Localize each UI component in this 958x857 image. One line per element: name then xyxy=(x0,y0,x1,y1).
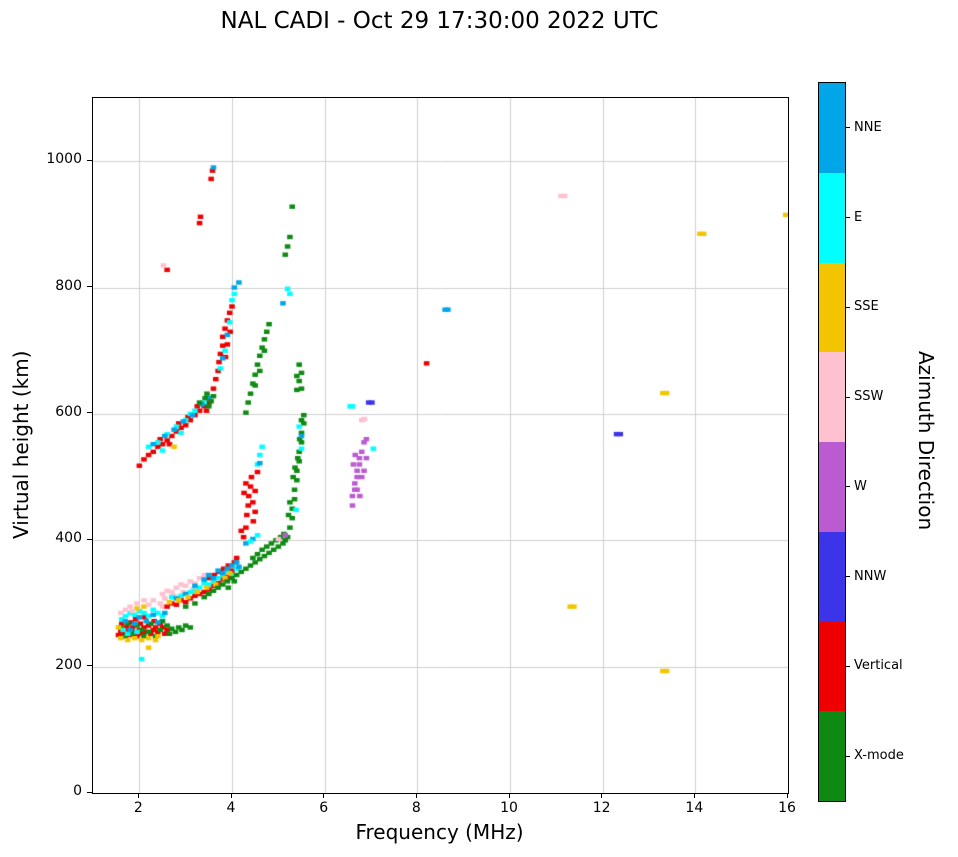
x-tick-label: 12 xyxy=(592,800,611,816)
colorbar-segment-nnw xyxy=(819,531,845,622)
x-tick-label: 16 xyxy=(778,800,796,816)
colorbar-category-label: NNW xyxy=(854,568,887,584)
colorbar-segment-vertical xyxy=(819,621,845,712)
colorbar-segment-ssw xyxy=(819,352,845,442)
chart-title: NAL CADI - Oct 29 17:30:00 2022 UTC xyxy=(220,8,659,34)
x-tick-label: 14 xyxy=(685,800,704,816)
colorbar-segment-e xyxy=(819,172,845,263)
colorbar-segment-w xyxy=(819,442,845,532)
x-tick-mark xyxy=(323,793,325,798)
y-tick-mark xyxy=(87,665,92,667)
x-tick-mark xyxy=(137,793,139,798)
x-tick-mark xyxy=(601,793,603,798)
x-tick-label: 8 xyxy=(411,800,421,816)
colorbar-category-label: NNE xyxy=(854,119,882,135)
colorbar-tick-mark xyxy=(846,396,850,398)
colorbar-tick-mark xyxy=(846,755,850,757)
colorbar-tick-mark xyxy=(846,665,850,667)
x-tick-label: 2 xyxy=(133,800,143,816)
colorbar-segment-x-mode xyxy=(819,711,845,801)
x-tick-mark xyxy=(786,793,788,798)
ionogram-canvas xyxy=(93,98,788,793)
x-tick-mark xyxy=(508,793,510,798)
colorbar-segment-nne xyxy=(819,83,845,173)
colorbar-category-label: E xyxy=(854,209,863,225)
colorbar-category-label: SSE xyxy=(854,299,879,315)
colorbar-axis-label: Azimuth Direction xyxy=(914,351,938,531)
x-axis-label: Frequency (MHz) xyxy=(355,820,524,844)
x-tick-label: 4 xyxy=(226,800,236,816)
y-tick-mark xyxy=(87,159,92,161)
y-tick-label: 600 xyxy=(55,403,82,420)
colorbar-category-label: W xyxy=(854,478,867,494)
y-tick-mark xyxy=(87,412,92,414)
colorbar-category-label: X-mode xyxy=(854,748,904,764)
y-tick-label: 0 xyxy=(73,783,82,799)
x-tick-label: 10 xyxy=(500,800,518,816)
y-tick-label: 800 xyxy=(55,277,82,294)
y-tick-label: 1000 xyxy=(46,151,82,168)
y-axis-label: Virtual height (km) xyxy=(9,350,33,539)
plot-area xyxy=(92,97,789,794)
colorbar-tick-mark xyxy=(846,217,850,219)
y-tick-label: 400 xyxy=(55,530,82,547)
colorbar-tick-mark xyxy=(846,486,850,488)
x-tick-mark xyxy=(230,793,232,798)
colorbar-tick-mark xyxy=(846,127,850,129)
colorbar-segment-sse xyxy=(819,262,845,353)
colorbar-category-label: Vertical xyxy=(854,658,903,674)
x-tick-mark xyxy=(693,793,695,798)
colorbar-category-label: SSW xyxy=(854,389,884,405)
y-tick-mark xyxy=(87,538,92,540)
y-tick-mark xyxy=(87,286,92,288)
colorbar-tick-mark xyxy=(846,306,850,308)
colorbar-tick-mark xyxy=(846,576,850,578)
colorbar xyxy=(818,82,846,802)
x-tick-mark xyxy=(415,793,417,798)
x-tick-label: 6 xyxy=(319,800,329,816)
y-tick-label: 200 xyxy=(55,656,82,673)
y-tick-mark xyxy=(87,791,92,793)
